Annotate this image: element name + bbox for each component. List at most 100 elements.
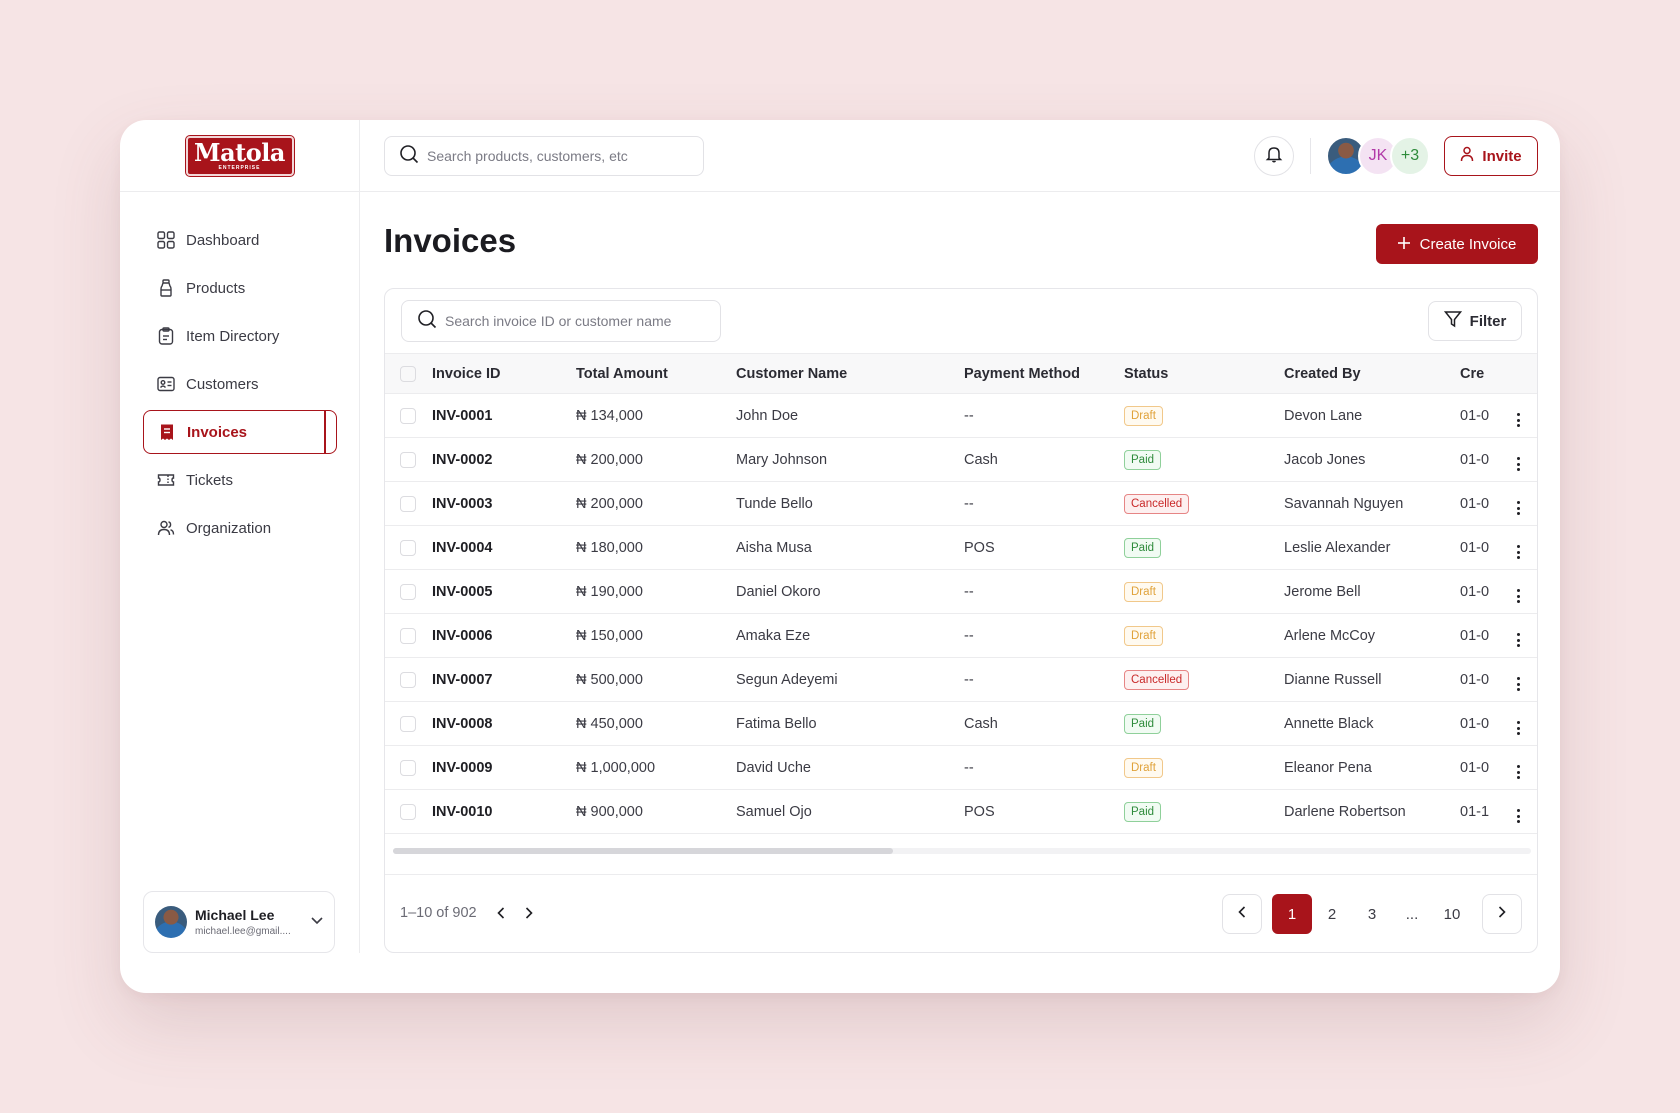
row-checkbox[interactable] [400, 539, 416, 556]
more-options-icon[interactable] [1510, 457, 1526, 471]
table-row[interactable]: INV-0008 ₦ 450,000 Fatima Bello Cash Paid Ann… [385, 702, 1537, 746]
row-checkbox[interactable] [400, 495, 416, 512]
invoice-id[interactable]: INV-0002 [432, 451, 493, 468]
table-row[interactable]: INV-0010 ₦ 900,000 Samuel Ojo POS Paid Darlen… [385, 790, 1537, 834]
invoice-id[interactable]: INV-0010 [432, 803, 493, 820]
invoice-id[interactable]: INV-0001 [432, 407, 493, 424]
table-row[interactable]: INV-0006 ₦ 150,000 Amaka Eze -- Draft Arlene … [385, 614, 1537, 658]
notifications-button[interactable] [1254, 136, 1294, 176]
column-header[interactable]: Cre [1460, 365, 1485, 382]
avatar [155, 906, 187, 938]
invoice-search[interactable] [401, 300, 721, 342]
team-avatars[interactable]: JK +3 [1326, 136, 1430, 176]
user-email: michael.lee@gmail.... [195, 926, 291, 937]
sidebar-item-label: Dashboard [186, 231, 260, 249]
invoice-id[interactable]: INV-0008 [432, 715, 493, 732]
sidebar-item-customers[interactable]: Customers [143, 362, 337, 406]
table-row[interactable]: INV-0004 ₦ 180,000 Aisha Musa POS Paid Leslie… [385, 526, 1537, 570]
select-all-checkbox[interactable] [400, 365, 416, 382]
invoice-id[interactable]: INV-0004 [432, 539, 493, 556]
table-row[interactable]: INV-0005 ₦ 190,000 Daniel Okoro -- Draft Jero… [385, 570, 1537, 614]
bottle-icon [156, 278, 176, 298]
ticket-icon [156, 470, 176, 490]
page-number-button[interactable]: 10 [1443, 905, 1461, 923]
table-row[interactable]: INV-0001 ₦ 134,000 John Doe -- Draft Devon La… [385, 394, 1537, 438]
more-options-icon[interactable] [1510, 765, 1526, 779]
sidebar-item-organization[interactable]: Organization [143, 506, 337, 550]
row-checkbox[interactable] [400, 583, 416, 600]
page-number-button[interactable]: 1 [1272, 894, 1312, 934]
row-checkbox[interactable] [400, 671, 416, 688]
filter-button[interactable]: Filter [1428, 301, 1522, 341]
row-checkbox[interactable] [400, 451, 416, 468]
more-options-icon[interactable] [1510, 721, 1526, 735]
invoice-id[interactable]: INV-0007 [432, 671, 493, 688]
total-amount: ₦ 150,000 [576, 627, 643, 644]
column-header[interactable]: Payment Method [964, 365, 1081, 382]
more-options-icon[interactable] [1510, 809, 1526, 823]
table-row[interactable]: INV-0003 ₦ 200,000 Tunde Bello -- Cancelled S… [385, 482, 1537, 526]
row-checkbox[interactable] [400, 715, 416, 732]
sidebar-item-dashboard[interactable]: Dashboard [143, 218, 337, 262]
column-header[interactable]: Customer Name [736, 365, 848, 382]
chevron-right-icon[interactable] [521, 903, 537, 923]
invoice-id[interactable]: INV-0006 [432, 627, 493, 644]
user-menu[interactable]: Michael Lee michael.lee@gmail.... [143, 891, 335, 953]
brand-sub: ENTERPRISE [218, 164, 261, 171]
create-invoice-button[interactable]: Create Invoice [1376, 224, 1538, 264]
row-checkbox[interactable] [400, 407, 416, 424]
table-row[interactable]: INV-0002 ₦ 200,000 Mary Johnson Cash Paid Jac… [385, 438, 1537, 482]
chevron-left-icon[interactable] [493, 903, 509, 923]
invoice-id[interactable]: INV-0009 [432, 759, 493, 776]
row-checkbox[interactable] [400, 759, 416, 776]
table-header-row: Invoice ID Total Amount Customer Name Pa… [385, 353, 1537, 394]
status-badge: Draft [1124, 405, 1163, 426]
brand-logo[interactable]: Matola ENTERPRISE [184, 134, 295, 177]
sidebar-item-invoices[interactable]: Invoices [143, 410, 337, 454]
page-number-button[interactable]: 2 [1327, 905, 1337, 923]
global-search-input[interactable] [427, 148, 667, 164]
created-by: Savannah Nguyen [1284, 495, 1404, 512]
more-options-icon[interactable] [1510, 589, 1526, 603]
bell-icon [1265, 145, 1283, 168]
created-by: Eleanor Pena [1284, 759, 1372, 776]
more-options-icon[interactable] [1510, 501, 1526, 515]
table-row[interactable]: INV-0007 ₦ 500,000 Segun Adeyemi -- Cancelle… [385, 658, 1537, 702]
total-amount: ₦ 500,000 [576, 671, 643, 688]
prev-page-button[interactable] [1222, 894, 1262, 934]
sidebar-item-item-directory[interactable]: Item Directory [143, 314, 337, 358]
column-header[interactable]: Status [1124, 365, 1169, 382]
created-by: Arlene McCoy [1284, 627, 1376, 644]
more-options-icon[interactable] [1510, 545, 1526, 559]
chevron-down-icon[interactable] [310, 913, 324, 932]
page-number-button[interactable]: 3 [1367, 905, 1377, 923]
user-info: Michael Lee michael.lee@gmail.... [195, 907, 310, 937]
horizontal-scrollbar[interactable] [393, 848, 1531, 854]
sidebar: Matola ENTERPRISE Dashboard Products [120, 120, 360, 953]
table-row[interactable]: INV-0009 ₦ 1,000,000 David Uche -- Draft Elea… [385, 746, 1537, 790]
receipt-icon [157, 422, 177, 442]
sidebar-item-tickets[interactable]: Tickets [143, 458, 337, 502]
column-header[interactable]: Created By [1284, 365, 1361, 382]
total-amount: ₦ 1,000,000 [576, 759, 656, 776]
more-options-icon[interactable] [1510, 633, 1526, 647]
invoice-search-input[interactable] [445, 313, 685, 329]
created-date: 01-0 [1460, 451, 1490, 468]
more-options-icon[interactable] [1510, 677, 1526, 691]
invoice-id[interactable]: INV-0005 [432, 583, 493, 600]
sidebar-item-products[interactable]: Products [143, 266, 337, 310]
filter-icon [1443, 310, 1462, 332]
avatar-more-count[interactable]: +3 [1390, 136, 1430, 176]
next-page-button[interactable] [1482, 894, 1522, 934]
column-header[interactable]: Invoice ID [432, 365, 501, 382]
scrollbar-thumb[interactable] [393, 848, 893, 854]
invite-button[interactable]: Invite [1444, 136, 1538, 176]
row-checkbox[interactable] [400, 803, 416, 820]
column-header[interactable]: Total Amount [576, 365, 668, 382]
invoice-id[interactable]: INV-0003 [432, 495, 493, 512]
sidebar-nav: Dashboard Products Item Directory Custom… [120, 192, 359, 550]
more-options-icon[interactable] [1510, 413, 1526, 427]
global-search[interactable] [384, 136, 704, 176]
customer-name: Aisha Musa [736, 539, 812, 556]
row-checkbox[interactable] [400, 627, 416, 644]
